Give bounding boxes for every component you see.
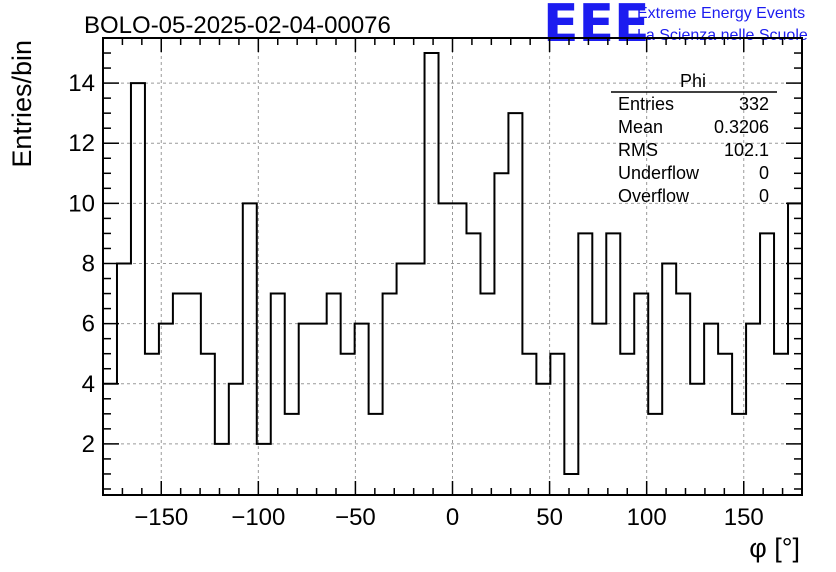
x-tick-label: −50	[335, 504, 376, 531]
x-tick-label: 150	[724, 504, 764, 531]
stat-value-underflow: 0	[759, 163, 769, 183]
x-axis-label: φ [°]	[749, 533, 800, 563]
stat-value-entries: 332	[739, 94, 769, 114]
stat-value-rms: 102.1	[724, 140, 769, 160]
x-tick-label: −100	[231, 504, 285, 531]
axis-ticks	[103, 37, 802, 495]
stats-box-title: Phi	[680, 71, 706, 91]
x-tick-label: 100	[627, 504, 667, 531]
x-tick-labels: −150 −100 −50 0 50 100 150	[134, 504, 764, 531]
stat-label-rms: RMS	[618, 140, 658, 160]
y-tick-label: 10	[68, 190, 95, 217]
brand-line-1: Extreme Energy Events	[637, 5, 805, 22]
y-tick-label: 4	[82, 371, 95, 398]
histogram-line	[103, 52, 802, 475]
y-tick-label: 8	[82, 250, 95, 277]
grid-lines	[103, 38, 802, 495]
stat-label-overflow: Overflow	[618, 186, 690, 206]
stat-label-entries: Entries	[618, 94, 674, 114]
y-tick-label: 14	[68, 70, 95, 97]
stat-value-mean: 0.3206	[714, 117, 769, 137]
chart-title: BOLO-05-2025-02-04-00076	[84, 12, 391, 39]
x-tick-label: 0	[446, 504, 459, 531]
stat-label-underflow: Underflow	[618, 163, 700, 183]
eee-logo: EEE Extreme Energy Events La Scienza nel…	[543, 0, 808, 54]
y-axis-label: Entries/bin	[7, 40, 37, 168]
stats-box: Phi Entries 332 Mean 0.3206 RMS 102.1 Un…	[611, 71, 777, 206]
y-tick-label: 12	[68, 130, 95, 157]
y-tick-label: 2	[82, 431, 95, 458]
stat-value-overflow: 0	[759, 186, 769, 206]
plot-frame	[102, 37, 803, 496]
brand-line-2: La Scienza nelle Scuole	[637, 27, 808, 44]
y-tick-label: 6	[82, 311, 95, 338]
stat-label-mean: Mean	[618, 117, 663, 137]
x-tick-label: 50	[536, 504, 563, 531]
eee-logo-text: EEE	[543, 0, 650, 54]
x-tick-label: −150	[134, 504, 188, 531]
y-tick-labels: 2 4 6 8 10 12 14	[68, 70, 95, 458]
